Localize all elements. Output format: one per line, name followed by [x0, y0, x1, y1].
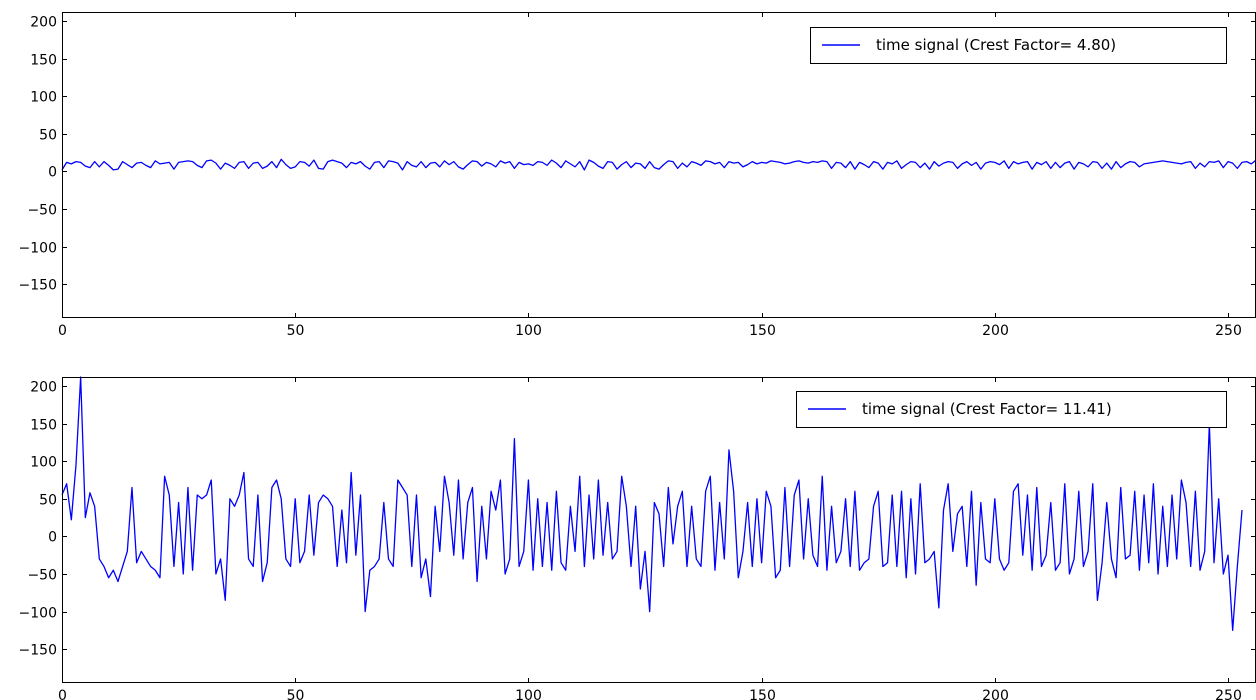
- legend-label: time signal (Crest Factor= 4.80): [876, 36, 1116, 54]
- x-tick-label: 200: [982, 323, 1009, 339]
- x-tick-label: 50: [287, 688, 305, 700]
- x-tick-label: 100: [515, 323, 542, 339]
- x-tick-label: 150: [749, 688, 776, 700]
- series-line: [61, 158, 1256, 171]
- y-tick-label: 200: [30, 380, 57, 396]
- x-tick-label: 0: [58, 323, 67, 339]
- y-tick-label: 100: [30, 455, 57, 471]
- tick-layer: 0 50 100 150 200 250 −150 −100 −50 0 50 100 150 200: [19, 12, 1256, 339]
- y-tick-label: −100: [19, 606, 57, 622]
- legend-box: [810, 27, 1227, 64]
- y-tick-label: 150: [30, 53, 57, 69]
- y-tick-label: −150: [19, 278, 57, 294]
- subplot-bottom: 0 50 100 150 200 250 −150 −100 −50 0 50 100 150 200 t…: [19, 376, 1256, 700]
- subplot-top: 0 50 100 150 200 250 −150 −100 −50 0 50 100 150 200 t…: [19, 12, 1256, 339]
- x-tick-label: 250: [1215, 688, 1242, 700]
- legend: time signal (Crest Factor= 11.41): [796, 391, 1227, 428]
- y-tick-label: 50: [39, 493, 57, 509]
- legend-label: time signal (Crest Factor= 11.41): [862, 400, 1112, 418]
- x-tick-label: 0: [58, 688, 67, 700]
- x-tick-label: 250: [1215, 323, 1242, 339]
- tick-layer: 0 50 100 150 200 250 −150 −100 −50 0 50 100 150 200: [19, 377, 1256, 700]
- y-tick-label: −150: [19, 643, 57, 659]
- series-layer: [61, 376, 1243, 632]
- y-tick-label: −100: [19, 241, 57, 257]
- legend-box: [796, 391, 1227, 428]
- y-tick-label: −50: [27, 203, 57, 219]
- x-tick-label: 150: [749, 323, 776, 339]
- x-tick-label: 100: [515, 688, 542, 700]
- y-tick-label: 0: [48, 165, 57, 181]
- series-line: [61, 376, 1243, 632]
- x-tick-label: 200: [982, 688, 1009, 700]
- y-tick-label: 0: [48, 530, 57, 546]
- y-tick-label: 150: [30, 418, 57, 434]
- y-tick-label: 200: [30, 15, 57, 31]
- y-tick-label: 50: [39, 128, 57, 144]
- y-tick-label: −50: [27, 568, 57, 584]
- y-tick-label: 100: [30, 90, 57, 106]
- legend: time signal (Crest Factor= 4.80): [810, 27, 1227, 64]
- series-layer: [61, 158, 1256, 171]
- x-tick-label: 50: [287, 323, 305, 339]
